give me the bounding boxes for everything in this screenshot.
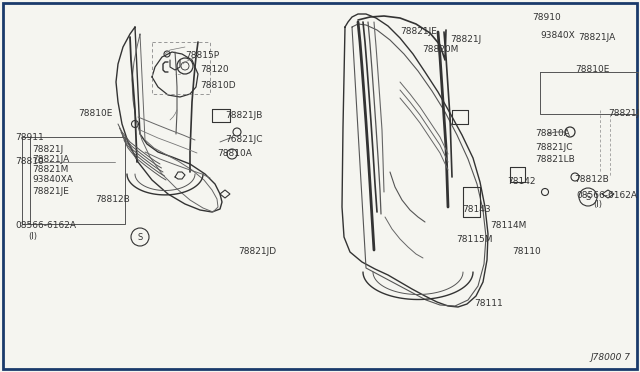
- Text: 78111: 78111: [474, 299, 503, 308]
- Text: S: S: [586, 192, 591, 202]
- Text: 78810: 78810: [15, 157, 44, 167]
- Text: 78821J: 78821J: [450, 35, 481, 45]
- Text: S: S: [138, 232, 143, 241]
- Text: (I): (I): [593, 201, 602, 209]
- Text: 78821M: 78821M: [32, 166, 68, 174]
- Text: 78143: 78143: [462, 205, 491, 215]
- Text: (I): (I): [28, 232, 37, 241]
- Text: 78821JB: 78821JB: [225, 112, 262, 121]
- Text: 78821JD: 78821JD: [608, 109, 640, 119]
- Text: 78820M: 78820M: [422, 45, 458, 55]
- Text: J78000 7: J78000 7: [590, 353, 630, 362]
- Text: 93840X: 93840X: [540, 31, 575, 39]
- Text: 78810E: 78810E: [78, 109, 113, 119]
- Text: 08566-6162A: 08566-6162A: [15, 221, 76, 231]
- Text: 78821J: 78821J: [32, 145, 63, 154]
- Text: 78810D: 78810D: [200, 81, 236, 90]
- Text: 78910: 78910: [532, 13, 561, 22]
- Text: 78110: 78110: [512, 247, 541, 257]
- Text: 78821JE: 78821JE: [32, 186, 69, 196]
- Text: 78821LB: 78821LB: [535, 155, 575, 164]
- Text: 78810A: 78810A: [217, 150, 252, 158]
- Text: 78821JA: 78821JA: [578, 33, 615, 42]
- Text: 78821JC: 78821JC: [535, 142, 573, 151]
- Text: 78142: 78142: [507, 177, 536, 186]
- Text: 78821JE: 78821JE: [400, 26, 437, 35]
- Text: 78911: 78911: [15, 134, 44, 142]
- Text: 78120: 78120: [200, 64, 228, 74]
- Text: 78812B: 78812B: [95, 195, 130, 203]
- Text: 78812B: 78812B: [574, 176, 609, 185]
- Text: 08566-6162A: 08566-6162A: [576, 190, 637, 199]
- Text: 76821JC: 76821JC: [225, 135, 262, 144]
- Text: 78821JA: 78821JA: [32, 155, 69, 164]
- Text: 78115M: 78115M: [456, 234, 493, 244]
- Text: 78114M: 78114M: [490, 221, 526, 230]
- Text: 78810A: 78810A: [535, 129, 570, 138]
- Text: 78810E: 78810E: [575, 65, 609, 74]
- Text: 78821JD: 78821JD: [238, 247, 276, 257]
- Text: 93840XA: 93840XA: [32, 176, 73, 185]
- Text: 78815P: 78815P: [185, 51, 219, 61]
